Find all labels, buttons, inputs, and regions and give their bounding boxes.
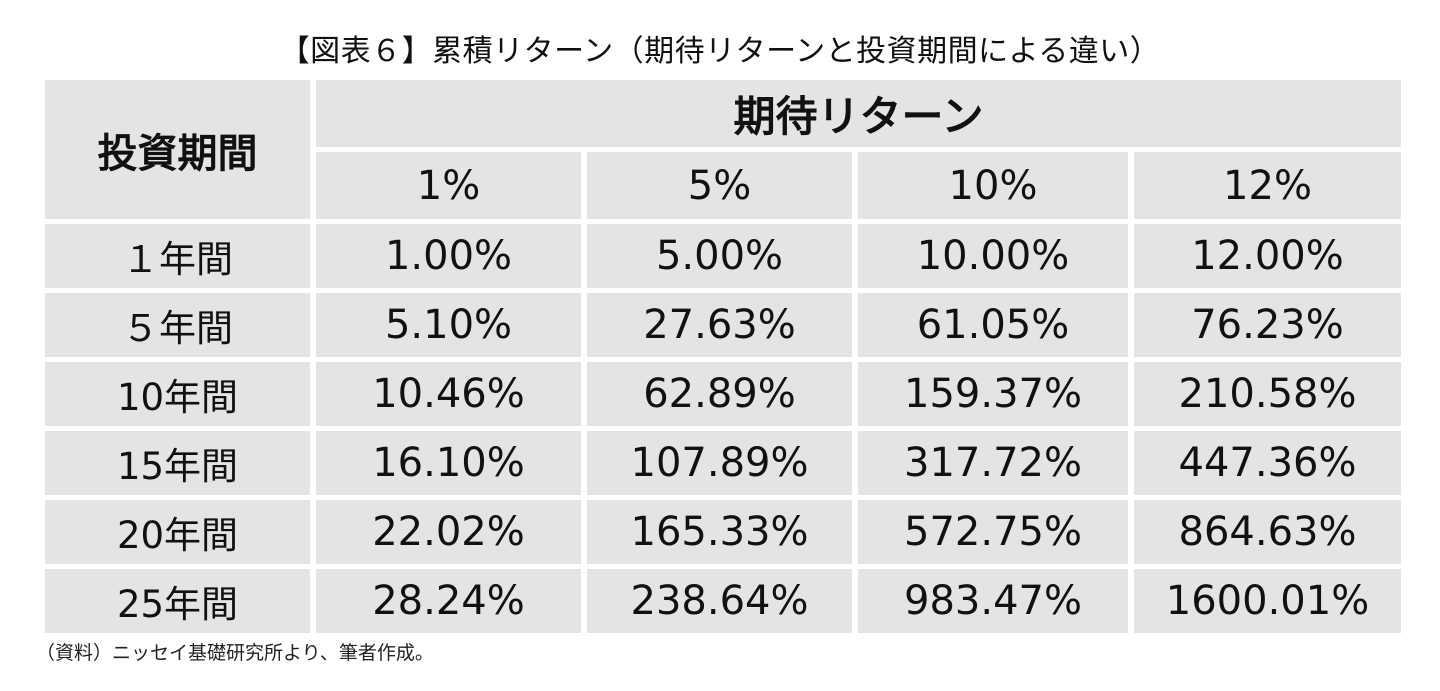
row-label-10-year: 10年間	[45, 362, 310, 426]
cumulative-return-table: 投資期間 期待リターン 1% 5% 10% 12% １年間 1.00% 5.00…	[45, 80, 1401, 633]
value-10y-1pct: 10.46%	[316, 362, 581, 426]
row-label-5-year: ５年間	[45, 293, 310, 357]
value-1y-5pct: 5.00%	[587, 224, 852, 288]
rate-header-5: 5%	[587, 152, 852, 219]
value-20y-5pct: 165.33%	[587, 500, 852, 564]
value-15y-1pct: 16.10%	[316, 431, 581, 495]
value-25y-5pct: 238.64%	[587, 569, 852, 633]
row-label-1-year: １年間	[45, 224, 310, 288]
value-15y-10pct: 317.72%	[858, 431, 1128, 495]
value-25y-12pct: 1600.01%	[1134, 569, 1401, 633]
expected-return-group-header: 期待リターン	[316, 80, 1401, 147]
value-5y-10pct: 61.05%	[858, 293, 1128, 357]
value-5y-12pct: 76.23%	[1134, 293, 1401, 357]
value-20y-1pct: 22.02%	[316, 500, 581, 564]
row-label-25-year: 25年間	[45, 569, 310, 633]
rate-header-1: 1%	[316, 152, 581, 219]
row-label-15-year: 15年間	[45, 431, 310, 495]
value-1y-1pct: 1.00%	[316, 224, 581, 288]
value-10y-12pct: 210.58%	[1134, 362, 1401, 426]
source-note: （資料）ニッセイ基礎研究所より、筆者作成。	[36, 642, 434, 664]
value-20y-12pct: 864.63%	[1134, 500, 1401, 564]
rate-header-10: 10%	[858, 152, 1128, 219]
value-10y-10pct: 159.37%	[858, 362, 1128, 426]
value-10y-5pct: 62.89%	[587, 362, 852, 426]
value-1y-12pct: 12.00%	[1134, 224, 1401, 288]
value-15y-5pct: 107.89%	[587, 431, 852, 495]
value-20y-10pct: 572.75%	[858, 500, 1128, 564]
rate-header-12: 12%	[1134, 152, 1401, 219]
row-label-20-year: 20年間	[45, 500, 310, 564]
value-15y-12pct: 447.36%	[1134, 431, 1401, 495]
value-1y-10pct: 10.00%	[858, 224, 1128, 288]
chart-title: 【図表６】累積リターン（期待リターンと投資期間による違い）	[279, 34, 1161, 69]
value-5y-1pct: 5.10%	[316, 293, 581, 357]
value-5y-5pct: 27.63%	[587, 293, 852, 357]
period-column-header: 投資期間	[45, 80, 310, 219]
value-25y-1pct: 28.24%	[316, 569, 581, 633]
value-25y-10pct: 983.47%	[858, 569, 1128, 633]
